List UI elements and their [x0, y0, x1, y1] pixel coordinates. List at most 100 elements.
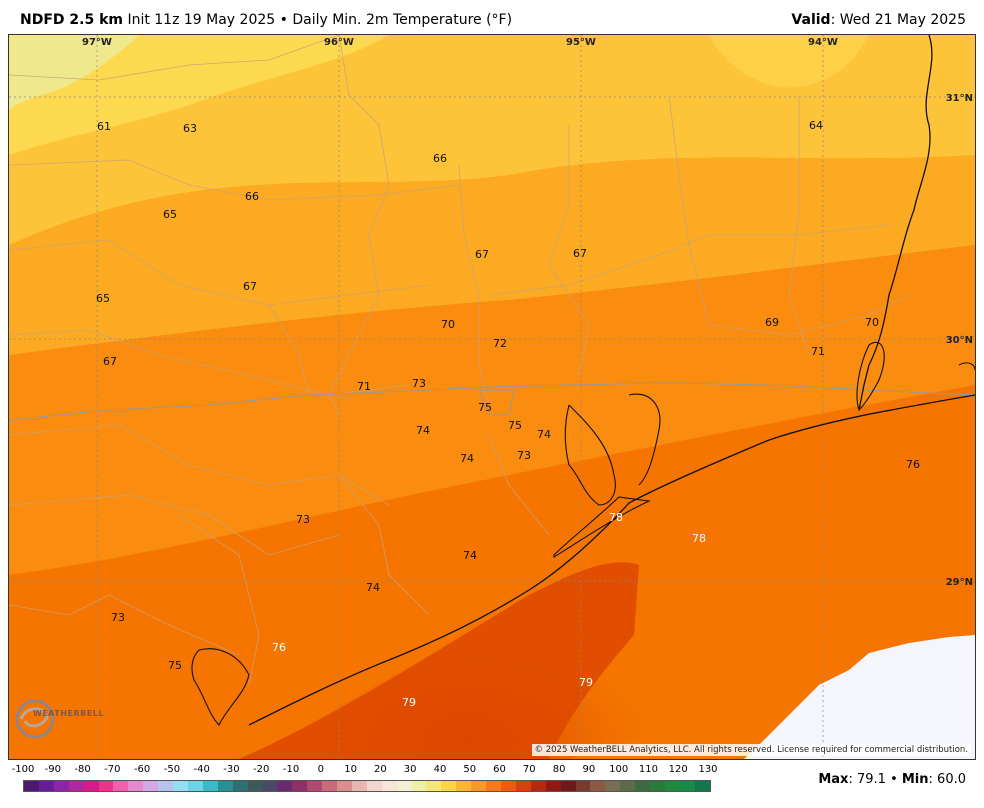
- legend-swatch: [679, 781, 695, 791]
- legend-swatch: [262, 781, 278, 791]
- legend-tick: 110: [638, 764, 658, 775]
- legend-swatch: [426, 781, 442, 791]
- max-value: : 79.1: [848, 772, 886, 787]
- temperature-value: 67: [243, 280, 257, 293]
- legend-tick: 80: [552, 764, 566, 775]
- legend-swatch: [650, 781, 665, 791]
- temperature-value: 75: [478, 401, 492, 414]
- legend-tick: -60: [133, 764, 151, 775]
- legend-swatch: [292, 781, 308, 791]
- temperature-value: 76: [906, 458, 920, 471]
- legend-swatch: [575, 781, 591, 791]
- temperature-value: 79: [579, 676, 593, 689]
- legend-swatch: [605, 781, 621, 791]
- matagorda-bay: [191, 648, 250, 726]
- temp-band-62: [9, 35, 389, 155]
- temperature-value: 78: [692, 532, 706, 545]
- valid-label: Valid: [791, 12, 831, 28]
- temperature-value: 66: [433, 152, 447, 165]
- legend-swatch: [187, 781, 203, 791]
- temperature-value: 72: [493, 337, 507, 350]
- latitude-label: 29°N: [946, 577, 973, 588]
- legend-swatch: [694, 781, 710, 791]
- temperature-value: 75: [168, 659, 182, 672]
- temperature-value: 64: [809, 119, 823, 132]
- temperature-value: 73: [296, 513, 310, 526]
- legend-tick: -30: [223, 764, 240, 775]
- legend-tick: 10: [344, 764, 357, 775]
- coastline: [248, 394, 975, 726]
- max-min-separator: •: [890, 772, 898, 787]
- legend-swatch: [620, 781, 636, 791]
- temperature-value: 73: [517, 449, 531, 462]
- map-canvas: 97°W 96°W 95°W 94°W 31°N 30°N 29°N 61 63 66 64 65…: [9, 35, 975, 759]
- legend-swatch: [337, 781, 352, 791]
- legend-swatch: [173, 781, 188, 791]
- legend-tick: -100: [11, 764, 35, 775]
- temperature-value: 74: [416, 424, 430, 437]
- temperature-value: 67: [475, 248, 489, 261]
- temperature-value: 74: [463, 549, 477, 562]
- legend-swatch: [68, 781, 84, 791]
- legend-swatch: [590, 781, 606, 791]
- model-name: NDFD 2.5 km: [20, 12, 123, 28]
- legend-tick: 0: [317, 764, 324, 775]
- no-data-region: [744, 635, 975, 759]
- weatherbell-logo: WEATHERBELL: [13, 697, 103, 741]
- latitude-labels: 31°N 30°N 29°N: [946, 93, 973, 588]
- legend-swatch: [53, 781, 69, 791]
- legend-swatch: [307, 781, 323, 791]
- legend-tick: 100: [609, 764, 629, 775]
- legend-tick: 90: [582, 764, 596, 775]
- copyright-notice: © 2025 WeatherBELL Analytics, LLC. All r…: [531, 744, 971, 756]
- map-title: NDFD 2.5 km Init 11z 19 May 2025 • Daily…: [20, 12, 512, 28]
- temperature-map[interactable]: 97°W 96°W 95°W 94°W 31°N 30°N 29°N 61 63 66 64 65…: [8, 34, 976, 760]
- max-min-summary: Max: 79.1 • Min: 60.0: [818, 772, 966, 787]
- temperature-value: 71: [357, 380, 371, 393]
- title-separator: •: [279, 12, 288, 28]
- temp-band-60: [9, 35, 139, 110]
- legend-color-bar: [23, 780, 711, 792]
- temperature-value: 74: [460, 452, 474, 465]
- valid-date: : Wed 21 May 2025: [830, 12, 966, 28]
- temp-band-79-core: [239, 562, 639, 759]
- legend-tick-labels: -100 -90 -80 -70 -60 -50 -40 -30 -20 -10 0 10 20 30 40…: [10, 764, 718, 778]
- longitude-labels: 97°W 96°W 95°W 94°W: [82, 37, 838, 48]
- legend-tick: 20: [374, 764, 387, 775]
- longitude-label: 97°W: [82, 37, 112, 48]
- temperature-values: 61 63 66 64 65 66 67 67 65 67 70 72 69 70 71 67 71 73 75 75…: [96, 119, 920, 709]
- legend-swatch: [143, 781, 159, 791]
- temp-band-65: [9, 35, 975, 245]
- legend-tick: -20: [253, 764, 270, 775]
- temperature-value: 69: [765, 316, 779, 329]
- temperature-value: 70: [865, 316, 879, 329]
- header: NDFD 2.5 km Init 11z 19 May 2025 • Daily…: [0, 0, 984, 34]
- legend-swatch: [486, 781, 501, 791]
- legend-swatch: [277, 781, 293, 791]
- temperature-value: 78: [609, 511, 623, 524]
- product-name: Daily Min. 2m Temperature (°F): [292, 12, 513, 28]
- temperature-value: 73: [111, 611, 125, 624]
- legend-swatch: [664, 781, 680, 791]
- legend-tick: 50: [463, 764, 477, 775]
- longitude-label: 95°W: [566, 37, 596, 48]
- legend-swatch: [560, 781, 576, 791]
- temperature-value: 71: [811, 345, 825, 358]
- legend-swatch: [113, 781, 129, 791]
- temperature-value: 65: [96, 292, 110, 305]
- latitude-label: 30°N: [946, 335, 973, 346]
- legend-swatch: [396, 781, 412, 791]
- legend-swatch: [128, 781, 144, 791]
- calcasieu-lake: [958, 362, 975, 371]
- legend-swatch: [381, 781, 397, 791]
- legend-swatch: [232, 781, 248, 791]
- galveston-bay: [564, 404, 616, 506]
- longitude-label: 94°W: [808, 37, 838, 48]
- temperature-value: 67: [573, 247, 587, 260]
- legend-swatch: [202, 781, 218, 791]
- latitude-label: 31°N: [946, 93, 973, 104]
- state-border: [858, 35, 933, 411]
- legend-tick: 60: [493, 764, 506, 775]
- legend-tick: 70: [522, 764, 536, 775]
- legend-swatch: [366, 781, 382, 791]
